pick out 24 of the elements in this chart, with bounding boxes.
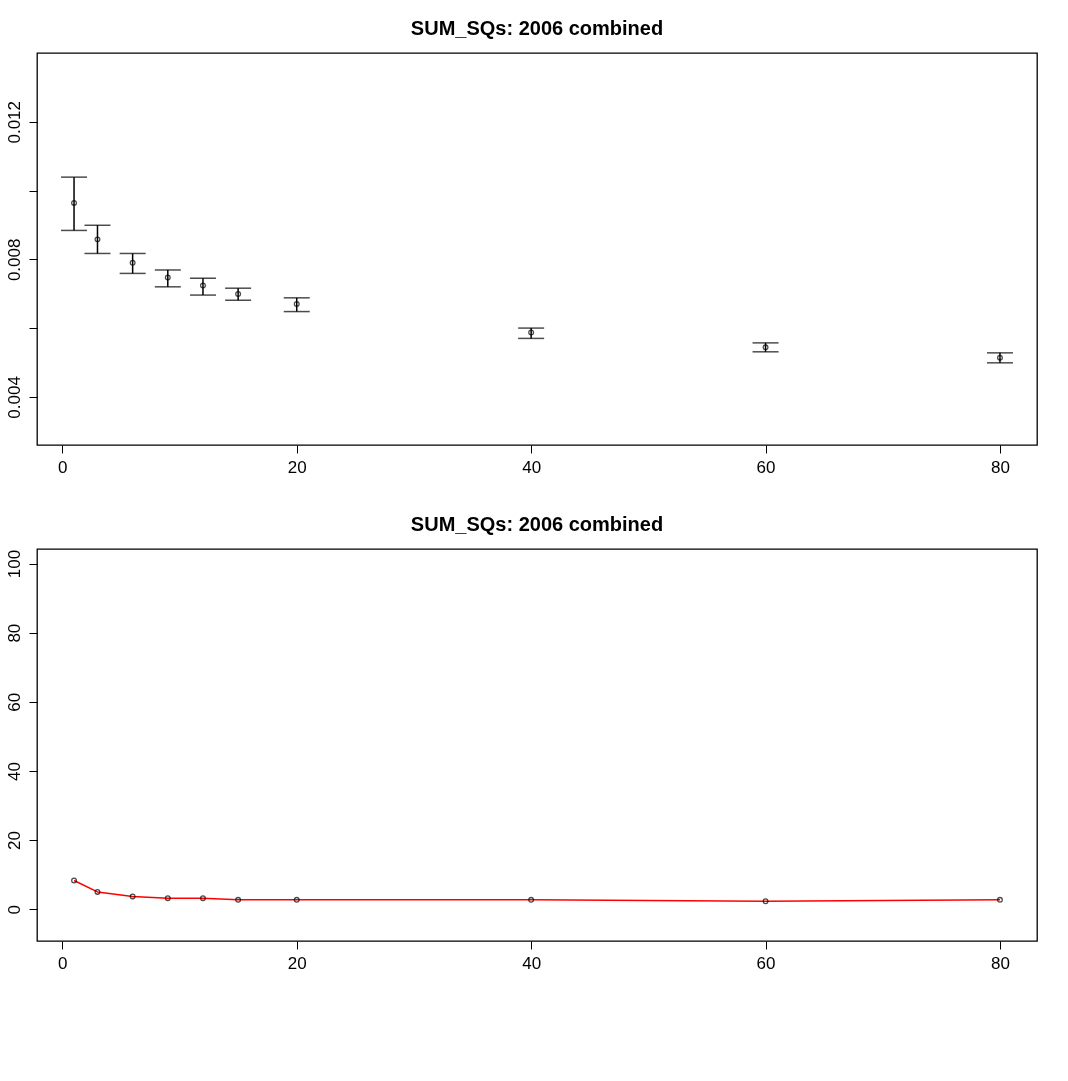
y-tick-label: 0.008 [4,238,24,282]
chart-title: SUM_SQs: 2006 combined [410,17,664,39]
x-tick-label: 20 [287,457,307,477]
point [129,259,136,266]
point [293,301,300,308]
y-tick-label: 60 [4,692,24,712]
x-tick-label: 80 [991,953,1010,973]
x-tick-label: 40 [522,457,542,477]
y-tick-label: 100 [4,549,24,579]
point [235,291,242,298]
chart-title: SUM_SQs: 2006 combined [410,513,664,535]
y-tick-label: 80 [4,623,24,643]
y-tick-label: 20 [4,831,24,851]
y-tick-label: 0.004 [4,376,24,419]
x-tick-label: 0 [58,953,68,973]
x-tick-label: 80 [991,457,1010,477]
x-tick-label: 40 [522,953,542,973]
y-tick-label: 0 [4,904,24,915]
x-tick-label: 60 [756,953,776,973]
y-tick-label: 40 [4,761,24,781]
y-tick-label: 0.012 [4,101,24,144]
x-tick-label: 0 [58,457,68,477]
x-tick-label: 20 [287,953,307,973]
x-tick-label: 60 [756,457,776,477]
